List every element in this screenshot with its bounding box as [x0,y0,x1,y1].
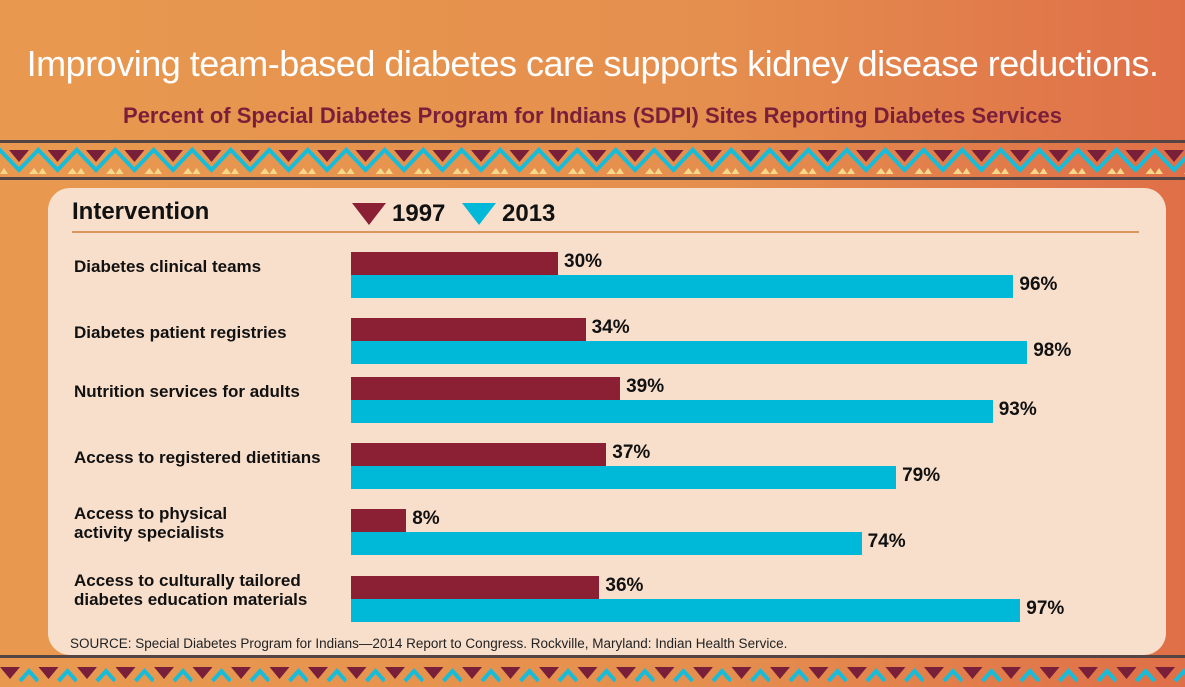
legend-label: 1997 [392,200,446,227]
data-label-1997: 34% [591,317,630,338]
data-label-2013: 96% [1019,274,1058,295]
category-label-line: Nutrition services for adults [74,381,300,401]
bar-1997 [351,443,607,466]
bar-2013 [351,532,862,555]
bar-1997 [351,377,621,400]
data-label-2013: 79% [902,465,941,486]
bar-2013 [351,466,897,489]
category-label-line: Diabetes clinical teams [74,256,262,276]
zigzag-border-top [0,140,1185,180]
chart-subtitle: Percent of Special Diabetes Program for … [123,103,1062,128]
source-note: SOURCE: Special Diabetes Program for Ind… [70,636,788,651]
legend-label: 2013 [502,200,556,227]
category-label-line: Diabetes patient registries [74,322,287,342]
category-header: Intervention [72,198,210,225]
bar-2013 [351,400,993,423]
data-label-2013: 93% [998,399,1037,420]
category-label: Diabetes clinical teams [74,257,344,276]
data-label-2013: 74% [867,531,906,552]
data-label-1997: 37% [612,442,651,463]
bar-2013 [351,275,1014,298]
data-label-2013: 98% [1033,340,1072,361]
data-label-1997: 8% [412,508,440,529]
legend-item-1997: 1997 [352,200,445,228]
data-label-1997: 30% [564,251,603,272]
bar-1997 [351,509,407,532]
category-label-line: activity specialists [74,523,225,542]
category-label-line: Access to registered dietitians [74,447,321,467]
category-label: Access to registered dietitians [74,448,344,467]
chart-title: Improving team-based diabetes care suppo… [26,43,1159,84]
data-label-2013: 97% [1026,598,1065,619]
bar-1997 [351,252,558,275]
category-label: Access to culturally tailored diabetes ed… [74,571,344,609]
category-label-line: Access to culturally tailored [74,571,301,590]
category-label: Nutrition services for adults [74,382,344,401]
header-divider [72,231,1139,233]
legend-triangle-icon [462,203,496,225]
zigzag-border-bottom [0,655,1185,687]
legend-triangle-icon [352,203,386,225]
bar-2013 [351,599,1021,622]
category-label-line: diabetes education materials [74,590,308,609]
legend-item-2013: 2013 [462,200,555,228]
data-label-1997: 36% [605,575,644,596]
category-label: Access to physical activity specialists [74,504,344,542]
bar-1997 [351,318,586,341]
bar-1997 [351,576,600,599]
bar-2013 [351,341,1028,364]
category-label-line: Access to physical [74,504,228,523]
category-label: Diabetes patient registries [74,323,344,342]
data-label-1997: 39% [626,376,665,397]
